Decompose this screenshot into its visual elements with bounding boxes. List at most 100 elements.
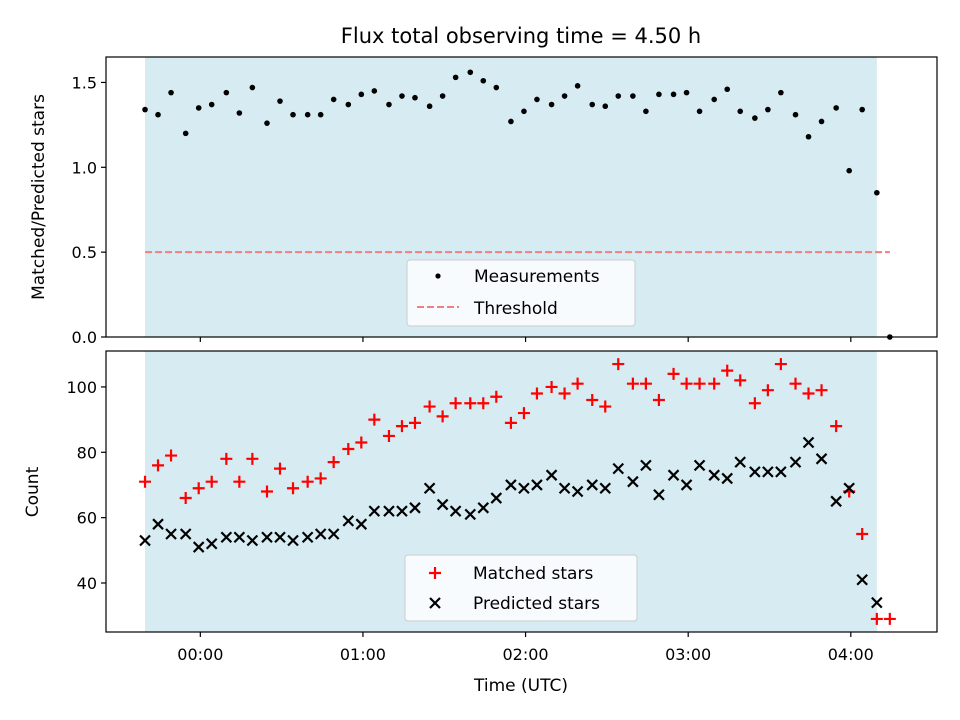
measurement-point — [752, 115, 758, 121]
bottom-y-tick-label: 60 — [77, 509, 97, 528]
matched-star-point — [612, 358, 625, 371]
measurement-point — [304, 111, 311, 118]
predicted-star-point — [139, 534, 151, 547]
measurement-point — [439, 93, 446, 99]
predicted-star-point — [396, 505, 408, 517]
predicted-star-point — [667, 469, 680, 481]
bottom-x-tick-label: 04:00 — [828, 645, 874, 664]
measurement-point — [846, 167, 852, 174]
matched-star-point — [545, 380, 558, 393]
predicted-star-point — [192, 541, 205, 553]
predicted-star-point — [762, 466, 774, 478]
matched-star-point — [693, 377, 706, 390]
predicted-star-point — [545, 469, 558, 481]
bottom-y-tick-label: 100 — [66, 378, 97, 397]
measurement-point — [249, 84, 256, 91]
bottom-legend: Matched stars Predicted stars — [404, 554, 638, 622]
predicted-star-point — [233, 531, 246, 544]
matched-star-point — [504, 416, 517, 429]
measurement-point — [142, 106, 148, 113]
matched-star-point — [233, 475, 246, 488]
top-legend: Measurements Threshold — [406, 259, 636, 327]
predicted-star-point — [802, 436, 815, 449]
predicted-star-point — [830, 495, 842, 508]
predicted-star-point — [749, 466, 761, 478]
predicted-star-point — [586, 479, 599, 491]
predicted-star-point — [449, 505, 462, 517]
matched-star-point — [179, 492, 192, 505]
predicted-star-point — [261, 531, 273, 544]
matched-star-point — [856, 527, 869, 540]
bottom-panel: 40 60 80 100 00:00 01:00 02:00 03:00 04:00 Coun… — [23, 350, 938, 696]
matched-star-point — [748, 397, 761, 410]
predicted-star-point — [612, 462, 625, 475]
matched-star-point — [517, 407, 530, 420]
predicted-star-point — [464, 508, 477, 521]
matched-stars-layer — [139, 358, 896, 625]
measurement-point — [548, 101, 555, 108]
predicted-star-point — [342, 515, 355, 527]
matched-star-point — [165, 449, 178, 462]
matched-star-point — [667, 367, 680, 380]
measurement-point — [277, 98, 283, 104]
matched-star-point — [449, 397, 462, 410]
measurement-point — [778, 89, 784, 96]
measurement-point — [330, 96, 337, 103]
matched-star-point — [530, 387, 543, 400]
matched-star-point — [830, 420, 843, 433]
measurement-point — [371, 88, 378, 94]
measurement-point — [236, 110, 243, 116]
matched-star-point — [639, 377, 652, 390]
bottom-x-tick-label: 00:00 — [177, 645, 223, 664]
matched-star-point — [586, 394, 599, 407]
measurement-point — [696, 108, 703, 115]
matched-star-point — [274, 462, 287, 475]
predicted-star-point — [383, 505, 395, 517]
measurement-point — [426, 103, 433, 110]
top-y-tick-label: 0.0 — [72, 328, 97, 347]
predicted-star-point — [423, 482, 436, 495]
predicted-star-point — [220, 531, 233, 544]
predicted-star-point — [314, 528, 327, 540]
bottom-x-ticks: 00:00 01:00 02:00 03:00 04:00 — [177, 632, 874, 664]
predicted-star-point — [815, 453, 828, 465]
measurement-point — [656, 91, 662, 98]
legend-matched-marker — [429, 567, 441, 579]
predicted-stars-layer — [139, 436, 883, 609]
matched-star-point — [870, 612, 883, 625]
matched-star-point — [652, 394, 665, 407]
predicted-star-point — [531, 479, 543, 491]
legend-measurements-marker — [435, 273, 441, 279]
measurement-point — [508, 118, 514, 125]
matched-star-point — [436, 410, 449, 423]
measurement-point — [765, 106, 771, 113]
predicted-star-point — [409, 502, 421, 514]
predicted-star-point — [327, 528, 340, 540]
predicted-star-point — [693, 459, 706, 472]
predicted-star-point — [205, 538, 218, 550]
matched-star-point — [599, 400, 612, 413]
measurement-point — [345, 101, 352, 108]
matched-star-point — [408, 416, 421, 429]
bottom-y-tick-label: 80 — [77, 443, 97, 462]
matched-star-point — [395, 420, 408, 433]
matched-star-point — [152, 459, 165, 472]
matched-star-point — [721, 364, 734, 377]
matched-star-point — [192, 482, 205, 495]
predicted-star-point — [518, 482, 530, 495]
measurement-point — [792, 111, 799, 118]
measurement-point — [264, 120, 270, 126]
measurement-point — [534, 96, 540, 103]
matched-star-point — [327, 456, 340, 469]
top-axes-frame — [105, 56, 938, 338]
top-y-tick-label: 1.0 — [72, 158, 97, 177]
matched-star-point — [314, 472, 327, 485]
legend-predicted-marker — [429, 597, 441, 609]
bottom-x-tick-label: 02:00 — [503, 645, 549, 664]
matched-star-point — [490, 390, 503, 403]
matched-star-point — [301, 475, 314, 488]
measurement-point — [818, 118, 825, 125]
predicted-star-point — [165, 528, 177, 540]
predicted-star-point — [653, 488, 665, 501]
measurement-point — [358, 91, 365, 98]
